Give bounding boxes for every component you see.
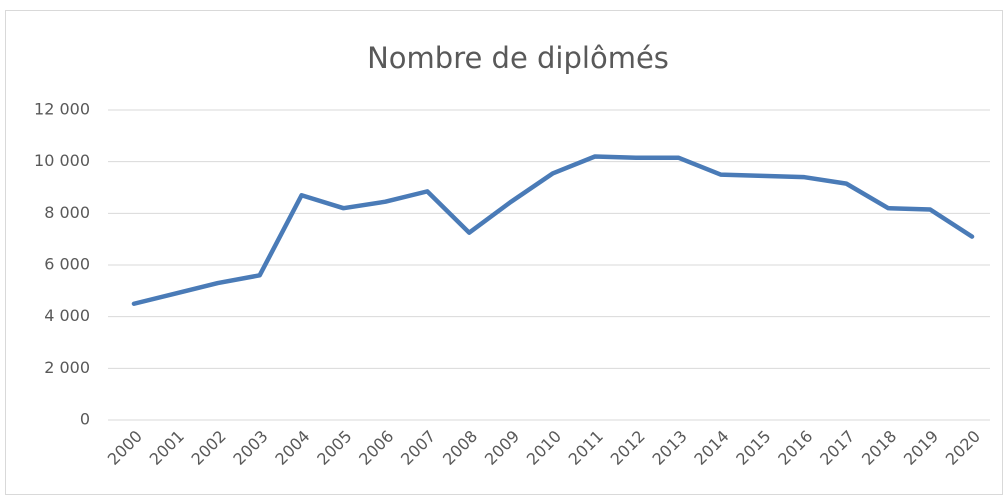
line-series — [131, 154, 975, 306]
chart-title: Nombre de diplômés — [367, 41, 669, 75]
y-tick-label: 4 000 — [44, 306, 90, 325]
y-tick-label: 8 000 — [44, 203, 90, 222]
y-tick-label: 0 — [80, 410, 90, 429]
y-tick-label: 6 000 — [44, 255, 90, 274]
chart-frame — [5, 10, 1003, 495]
y-tick-label: 10 000 — [34, 151, 90, 170]
y-tick-label: 2 000 — [44, 358, 90, 377]
y-tick-label: 12 000 — [34, 100, 90, 119]
